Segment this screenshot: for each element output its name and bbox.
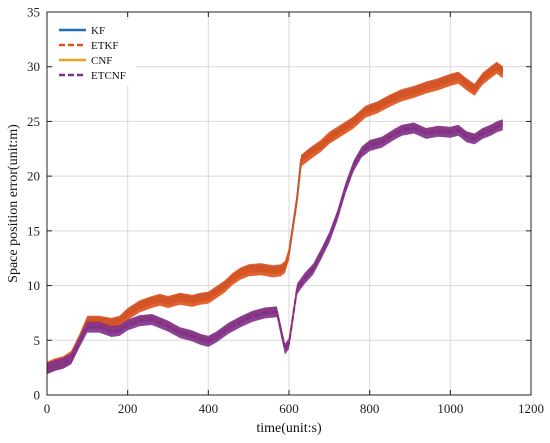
series-line-etcnf bbox=[46, 123, 504, 370]
y-tick-label: 30 bbox=[27, 59, 40, 74]
x-tick-label: 1200 bbox=[518, 401, 544, 416]
y-tick-label: 5 bbox=[34, 333, 41, 348]
axis-ticks: 0 200 400 600 800 1000 1200 0 5 10 15 20 25 30 35 bbox=[27, 5, 544, 417]
legend: KF ETKF CNF ETCNF bbox=[54, 20, 136, 86]
y-tick-label: 10 bbox=[27, 278, 40, 293]
series-etkf bbox=[46, 61, 504, 374]
y-axis-title: Space position error(unit:m) bbox=[6, 124, 21, 283]
y-tick-label: 15 bbox=[27, 223, 40, 238]
legend-label-etcnf: ETCNF bbox=[91, 70, 126, 82]
x-tick-label: 0 bbox=[44, 401, 51, 416]
series-band-etcnf bbox=[47, 119, 503, 375]
y-tick-label: 0 bbox=[34, 388, 41, 403]
x-tick-label: 400 bbox=[199, 401, 219, 416]
y-tick-label: 20 bbox=[27, 169, 40, 184]
x-tick-label: 800 bbox=[360, 401, 380, 416]
legend-label-etkf: ETKF bbox=[91, 40, 119, 52]
y-tick-label: 25 bbox=[27, 114, 40, 129]
series-line-etkf bbox=[46, 66, 504, 369]
x-tick-label: 200 bbox=[118, 401, 138, 416]
series-etcnf bbox=[46, 119, 504, 375]
x-tick-label: 600 bbox=[279, 401, 299, 416]
series-band-etkf bbox=[47, 61, 503, 374]
y-tick-label: 35 bbox=[27, 5, 40, 20]
x-tick-label: 1000 bbox=[437, 401, 463, 416]
legend-label-kf: KF bbox=[91, 25, 105, 37]
x-axis-title: time(unit:s) bbox=[256, 421, 322, 436]
series-lines bbox=[46, 61, 504, 375]
legend-label-cnf: CNF bbox=[91, 55, 112, 67]
